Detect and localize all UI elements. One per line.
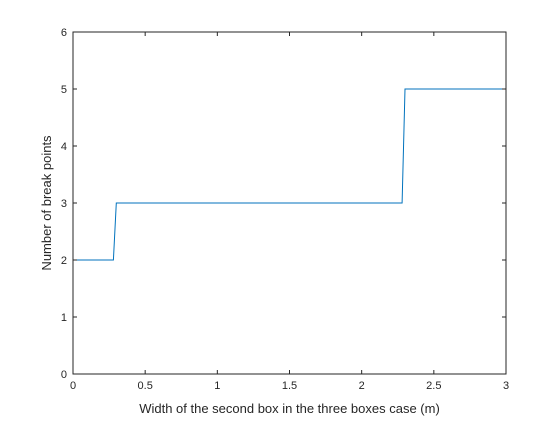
y-tick-label: 4 — [61, 141, 67, 153]
y-tick-label: 1 — [61, 312, 67, 324]
y-ticks: 0 1 2 3 4 5 6 — [61, 27, 506, 381]
x-tick-label: 0.5 — [138, 380, 153, 392]
x-tick-label: 3 — [503, 380, 509, 392]
x-tick-label: 1 — [214, 380, 220, 392]
y-tick-label: 5 — [61, 84, 67, 96]
series-layer — [73, 88, 506, 261]
y-axis-label: Number of break points — [39, 135, 54, 271]
x-tick-label: 1.5 — [282, 380, 297, 392]
y-tick-label: 0 — [61, 369, 67, 381]
y-tick-label: 2 — [61, 255, 67, 267]
x-tick-label: 0 — [70, 380, 76, 392]
y-tick-label: 3 — [61, 198, 67, 210]
x-tick-label: 2.5 — [426, 380, 441, 392]
y-tick-label: 6 — [61, 27, 67, 39]
x-axis-label: Width of the second box in the three box… — [139, 401, 440, 416]
series-line — [73, 88, 506, 261]
x-tick-label: 2 — [359, 380, 365, 392]
x-ticks: 0 0.5 1 1.5 2 2.5 3 — [70, 32, 509, 392]
